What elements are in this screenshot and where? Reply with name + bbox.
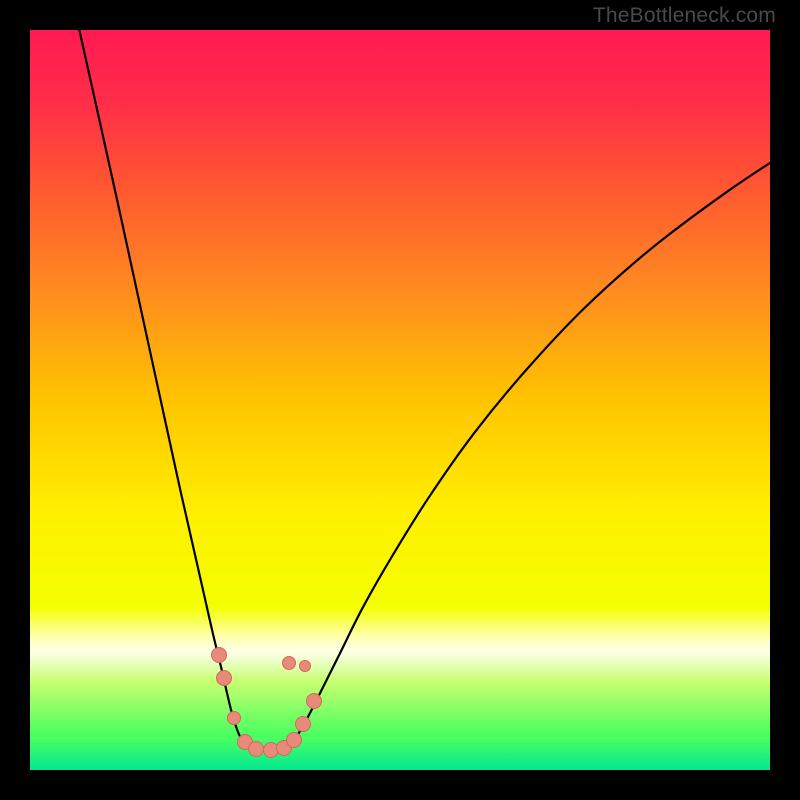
left-curve (74, 30, 289, 750)
data-marker (248, 741, 264, 757)
data-marker (299, 660, 311, 672)
data-marker (286, 732, 302, 748)
data-marker (282, 656, 296, 670)
data-marker (306, 693, 322, 709)
watermark-text: TheBottleneck.com (593, 4, 776, 28)
data-marker (227, 711, 241, 725)
data-marker (211, 647, 227, 663)
data-marker (216, 670, 232, 686)
data-marker (295, 716, 311, 732)
right-curve (289, 148, 770, 744)
curve-layer (30, 30, 770, 770)
plot-area (30, 30, 770, 770)
